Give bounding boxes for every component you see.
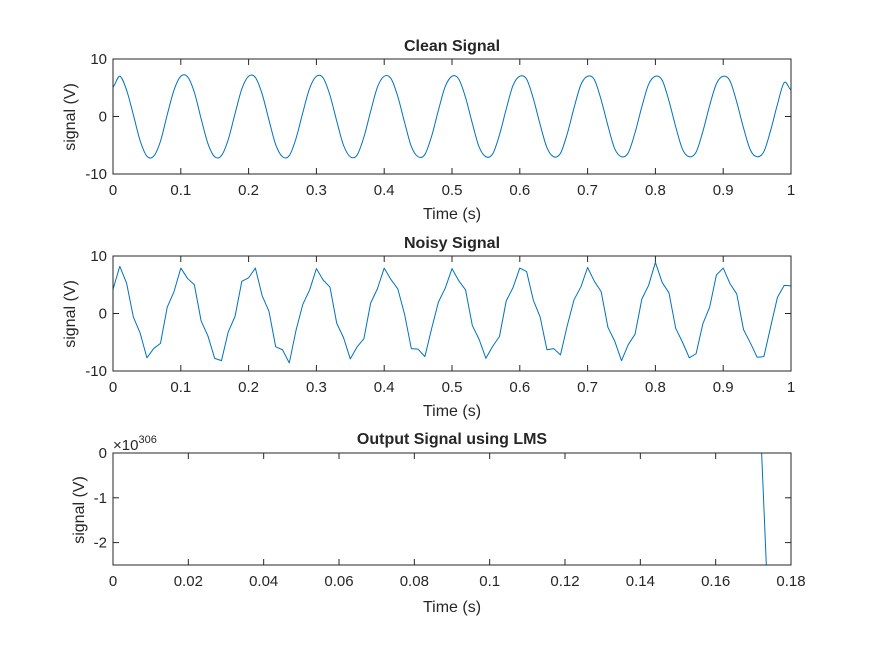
y-exponent: ×10306 xyxy=(113,434,157,454)
x-tick-label: 0.16 xyxy=(701,573,730,590)
x-tick-label: 0.7 xyxy=(577,379,598,396)
x-tick-label: 0.4 xyxy=(374,182,395,199)
x-tick-label: 0.1 xyxy=(170,379,191,396)
y-axis-label: signal (V) xyxy=(62,83,79,151)
series-line xyxy=(113,261,791,364)
x-tick-label: 0.06 xyxy=(324,573,353,590)
x-tick-label: 0.04 xyxy=(249,573,278,590)
chart-title: Output Signal using LMS xyxy=(357,431,548,448)
subplot-output-signal: Output Signal using LMS signal (V) Time … xyxy=(71,431,806,616)
y-tick-label: -10 xyxy=(85,363,107,380)
x-tick-label: 0.7 xyxy=(577,182,598,199)
plot-area xyxy=(113,261,791,364)
y-tick-label: 0 xyxy=(99,445,107,462)
x-tick-label: 0 xyxy=(109,573,117,590)
y-tick-label: -1 xyxy=(94,490,107,507)
axes-box xyxy=(112,255,792,372)
y-tick-label: 10 xyxy=(90,248,107,265)
x-tick-label: 0.8 xyxy=(645,379,666,396)
y-axis-label: signal (V) xyxy=(62,280,79,348)
x-tick-label: 0.9 xyxy=(713,379,734,396)
x-tick-label: 1 xyxy=(787,182,795,199)
x-tick-label: 0.3 xyxy=(306,182,327,199)
x-axis-label: Time (s) xyxy=(423,599,481,616)
subplot-clean-signal: Clean Signal signal (V) Time (s) 0 0.1 0.2… xyxy=(62,38,795,223)
x-tick-label: 0.12 xyxy=(550,573,579,590)
axes-box xyxy=(112,452,792,566)
x-tick-label: 0 xyxy=(109,182,117,199)
subplot-noisy-signal: Noisy Signal signal (V) Time (s) 0 0.1 0.2… xyxy=(62,235,795,420)
chart-title: Clean Signal xyxy=(404,38,500,55)
series-line xyxy=(113,453,767,565)
x-tick-label: 0.6 xyxy=(509,379,530,396)
chart-title: Noisy Signal xyxy=(404,235,500,252)
x-tick-label: 0.02 xyxy=(174,573,203,590)
x-axis-label: Time (s) xyxy=(423,403,481,420)
x-tick-label: 0.14 xyxy=(626,573,655,590)
x-tick-label: 0.2 xyxy=(238,182,259,199)
x-tick-label: 0.5 xyxy=(442,379,463,396)
y-tick-label: 10 xyxy=(90,51,107,68)
x-tick-label: 0.2 xyxy=(238,379,259,396)
x-tick-label: 0.8 xyxy=(645,182,666,199)
x-tick-label: 0.5 xyxy=(442,182,463,199)
y-tick-label: -2 xyxy=(94,535,107,552)
x-tick-label: 0.08 xyxy=(400,573,429,590)
plot-area xyxy=(113,453,767,565)
y-tick-label: 0 xyxy=(99,306,107,323)
x-tick-label: 0.6 xyxy=(509,182,530,199)
y-exponent-power: 306 xyxy=(138,434,156,446)
x-tick-label: 0.3 xyxy=(306,379,327,396)
axes-box xyxy=(112,58,792,175)
x-axis-label: Time (s) xyxy=(423,206,481,223)
axis-ticks: 0 0.02 0.04 0.06 0.08 0.1 0.12 0.14 0.16 0.18 -2 -1… xyxy=(94,445,806,590)
x-tick-label: 0.18 xyxy=(776,573,805,590)
x-tick-label: 0.9 xyxy=(713,182,734,199)
plot-area xyxy=(113,74,791,159)
x-tick-label: 1 xyxy=(787,379,795,396)
y-exponent-base: ×10 xyxy=(113,437,138,454)
y-tick-label: -10 xyxy=(85,166,107,183)
x-tick-label: 0.4 xyxy=(374,379,395,396)
x-tick-label: 0 xyxy=(109,379,117,396)
x-tick-label: 0.1 xyxy=(170,182,191,199)
x-tick-label: 0.1 xyxy=(479,573,500,590)
y-axis-label: signal (V) xyxy=(71,476,88,544)
y-tick-label: 0 xyxy=(99,109,107,126)
series-line xyxy=(113,74,791,159)
